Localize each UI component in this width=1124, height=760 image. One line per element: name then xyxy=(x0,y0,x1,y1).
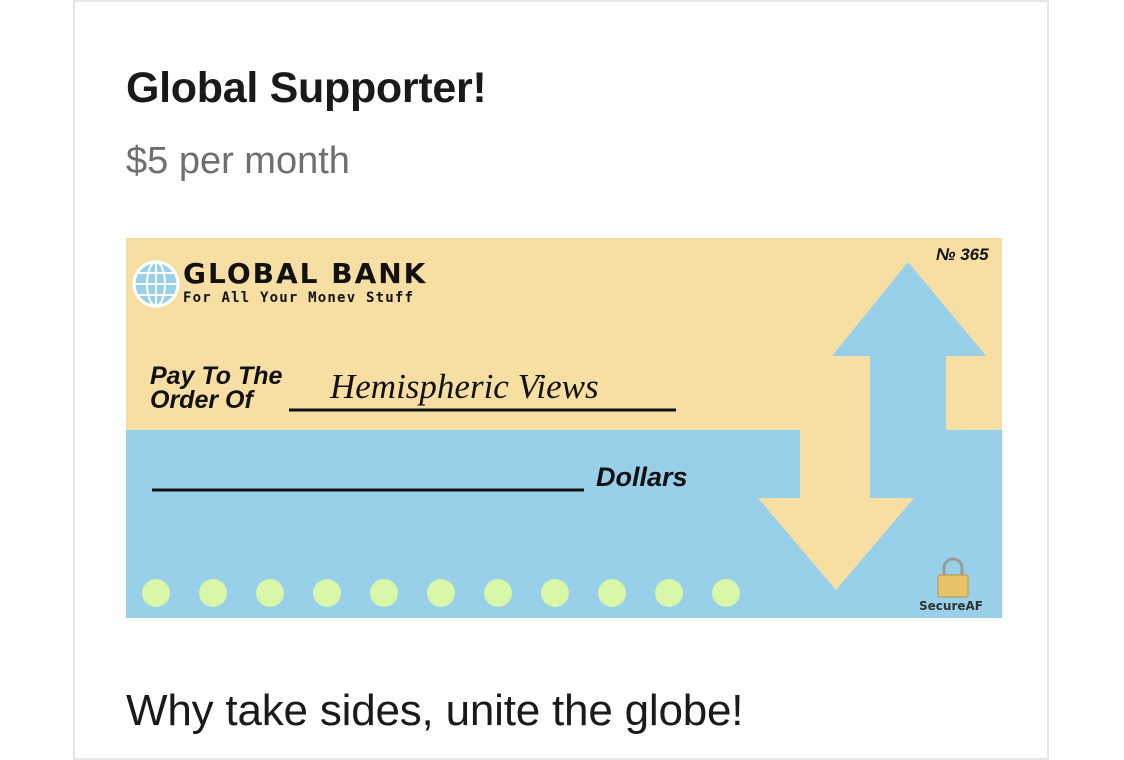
dot xyxy=(427,579,455,607)
dot xyxy=(199,579,227,607)
dot xyxy=(655,579,683,607)
dot-row xyxy=(142,579,740,607)
dollars-label: Dollars xyxy=(596,462,688,492)
bank-name: GLOBAL BANK xyxy=(183,257,427,290)
tier-description: Why take sides, unite the globe! xyxy=(126,686,744,735)
pay-to-line1: Pay To The xyxy=(150,362,283,390)
dot xyxy=(712,579,740,607)
payee-name: Hemispheric Views xyxy=(329,367,599,406)
dot xyxy=(313,579,341,607)
tier-title: Global Supporter! xyxy=(126,64,487,112)
dot xyxy=(484,579,512,607)
dot xyxy=(541,579,569,607)
tier-price: $5 per month xyxy=(126,140,350,182)
security-label: SecureAF xyxy=(919,599,983,613)
up-arrow-icon xyxy=(832,262,986,430)
dot xyxy=(370,579,398,607)
dot xyxy=(256,579,284,607)
globe-icon xyxy=(132,260,180,308)
tier-card: Global Supporter! $5 per month xyxy=(73,0,1049,760)
bank-tagline: For All Your Monev Stuff xyxy=(183,290,414,306)
down-arrow-icon xyxy=(758,430,946,590)
padlock-icon xyxy=(937,557,969,598)
pay-to-line2: Order Of xyxy=(150,386,255,414)
check-image: GLOBAL BANK For All Your Monev Stuff № 3… xyxy=(126,238,1002,618)
dot xyxy=(598,579,626,607)
check-number: № 365 xyxy=(936,245,989,264)
dot xyxy=(142,579,170,607)
